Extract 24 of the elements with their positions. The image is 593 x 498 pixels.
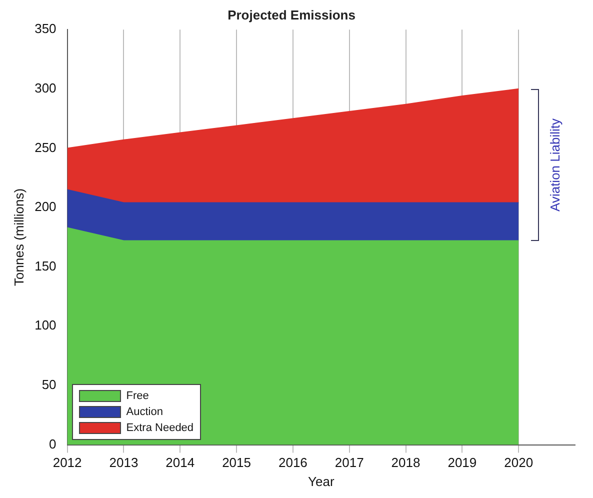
x-tick-label: 2016 xyxy=(278,455,308,470)
y-tick-label: 100 xyxy=(34,318,56,333)
y-axis-title: Tonnes (millions) xyxy=(11,188,26,286)
x-tick-label: 2014 xyxy=(166,455,195,470)
x-tick-label: 2013 xyxy=(109,455,138,470)
y-tick-label: 50 xyxy=(42,377,56,392)
x-tick-label: 2012 xyxy=(52,455,82,470)
x-tick-label: 2017 xyxy=(334,455,364,470)
y-tick-label: 300 xyxy=(34,80,56,96)
legend-label: Extra Needed xyxy=(126,422,194,434)
annotation: Aviation Liability xyxy=(547,118,562,212)
y-tick-label: 250 xyxy=(34,140,56,155)
y-tick-label: 150 xyxy=(34,258,56,274)
y-tick-label: 0 xyxy=(49,436,56,452)
x-tick-label: 2020 xyxy=(504,455,534,470)
x-tick-label: 2019 xyxy=(448,455,477,470)
x-tick-label: 2018 xyxy=(391,455,420,470)
y-tick-label: 350 xyxy=(34,21,56,36)
series-label: Free xyxy=(126,390,149,402)
y-tick-label: 200 xyxy=(34,199,56,214)
x-tick-label: 2015 xyxy=(222,455,251,470)
chart-title: Projected Emissions xyxy=(228,7,356,22)
x-axis-title: Year xyxy=(308,474,335,489)
legend-label: Auction xyxy=(126,406,163,418)
